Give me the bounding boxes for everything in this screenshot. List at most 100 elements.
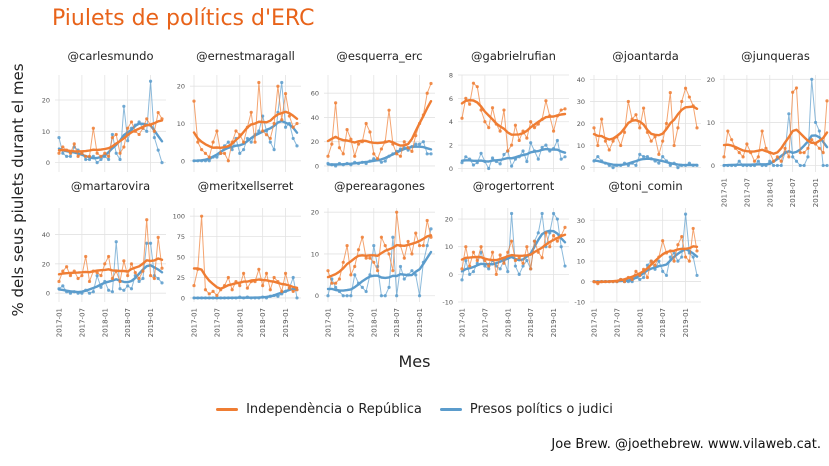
data-point-independencia [368, 130, 372, 134]
data-point-presos [471, 269, 476, 274]
data-point-independencia [513, 258, 518, 263]
data-point-presos [249, 140, 253, 144]
data-point-independencia [551, 129, 556, 133]
data-point-presos [555, 138, 559, 143]
y-tick-label: 20 [577, 120, 585, 128]
data-point-presos [91, 290, 95, 294]
data-point-presos [395, 294, 399, 298]
data-point-presos [106, 288, 111, 292]
data-point-independencia [152, 129, 156, 133]
data-point-independencia [544, 231, 548, 235]
series-line-independencia [723, 86, 828, 163]
series-line-presos [593, 153, 697, 169]
data-point-independencia [264, 271, 269, 275]
data-point-independencia [106, 254, 111, 259]
data-point-presos [226, 140, 230, 144]
data-point-independencia [268, 136, 272, 141]
data-point-independencia [360, 235, 364, 239]
x-tick-label: 2017-07 [78, 308, 86, 337]
data-point-presos [417, 142, 422, 146]
data-point-independencia [798, 151, 802, 155]
trend-line-presos [326, 145, 433, 166]
data-point-independencia [468, 264, 472, 268]
data-point-independencia [203, 151, 208, 155]
chart-title: Piulets de polítics d'ERC [52, 6, 315, 31]
data-point-presos [471, 163, 476, 167]
data-point-independencia [414, 231, 418, 235]
data-point-independencia [253, 140, 257, 144]
data-point-independencia [513, 123, 518, 127]
data-point-presos [114, 240, 118, 244]
data-point-presos [61, 284, 65, 288]
data-point-presos [634, 163, 638, 167]
data-point-independencia [110, 276, 115, 281]
data-point-independencia [471, 250, 476, 254]
data-point-independencia [563, 225, 567, 229]
y-tick-label: 20 [177, 83, 185, 91]
data-point-independencia [379, 235, 384, 239]
data-point-independencia [402, 140, 406, 144]
caption: Joe Brew. @joethebrew. www.vilaweb.cat. [551, 437, 821, 452]
data-point-independencia [555, 239, 559, 243]
data-point-independencia [156, 235, 160, 239]
data-point-independencia [137, 276, 141, 281]
data-point-independencia [326, 269, 330, 273]
data-point-independencia [330, 281, 334, 285]
data-point-presos [596, 154, 600, 159]
data-point-independencia [676, 243, 680, 247]
data-point-independencia [475, 258, 479, 263]
data-point-presos [95, 161, 99, 165]
data-point-independencia [268, 288, 272, 292]
data-point-presos [490, 156, 495, 160]
data-point-presos [657, 259, 661, 263]
data-point-independencia [57, 279, 61, 284]
data-point-independencia [775, 155, 780, 159]
data-point-presos [257, 129, 261, 133]
data-point-presos [657, 161, 661, 165]
y-tick-label: 0 [449, 271, 453, 279]
data-point-independencia [334, 101, 338, 105]
data-point-independencia [211, 140, 215, 144]
data-point-independencia [99, 154, 103, 158]
legend-swatch-independencia [216, 408, 239, 411]
data-point-independencia [122, 145, 126, 149]
series-line-independencia [327, 83, 432, 160]
data-point-presos [756, 159, 760, 163]
data-point-independencia [207, 155, 211, 159]
data-point-independencia [506, 250, 510, 254]
data-point-presos [429, 152, 433, 156]
y-tick-label: 10 [311, 250, 319, 258]
data-point-independencia [118, 279, 122, 284]
data-point-presos [68, 154, 73, 158]
data-point-independencia [672, 143, 676, 148]
data-point-independencia [771, 159, 776, 163]
data-point-presos [487, 166, 491, 171]
data-point-independencia [84, 254, 88, 259]
data-point-presos [559, 245, 563, 249]
data-point-presos [661, 269, 665, 273]
data-point-presos [810, 77, 814, 81]
trend-line-independencia [592, 105, 699, 141]
data-point-independencia [76, 276, 80, 281]
data-point-independencia [787, 155, 791, 159]
data-point-independencia [398, 154, 403, 158]
trend-line-independencia [326, 99, 433, 147]
data-point-independencia [622, 130, 627, 134]
data-point-independencia [152, 276, 156, 281]
data-point-independencia [619, 143, 623, 148]
data-point-independencia [509, 143, 514, 147]
y-tick-label: 20 [42, 260, 50, 268]
data-point-presos [817, 129, 821, 133]
data-point-independencia [129, 262, 134, 266]
trend-line-presos [592, 157, 699, 167]
data-point-independencia [498, 253, 502, 257]
data-point-independencia [118, 151, 122, 155]
data-point-independencia [257, 80, 261, 85]
legend: Independència o República Presos polític… [0, 402, 829, 417]
data-point-independencia [425, 91, 429, 95]
y-tick-label: 40 [42, 231, 50, 239]
facet-title: @ernestmaragall [196, 49, 295, 63]
data-point-presos [145, 241, 149, 245]
trend-line-presos [57, 264, 164, 294]
legend-item-independencia: Independència o República [216, 402, 422, 417]
